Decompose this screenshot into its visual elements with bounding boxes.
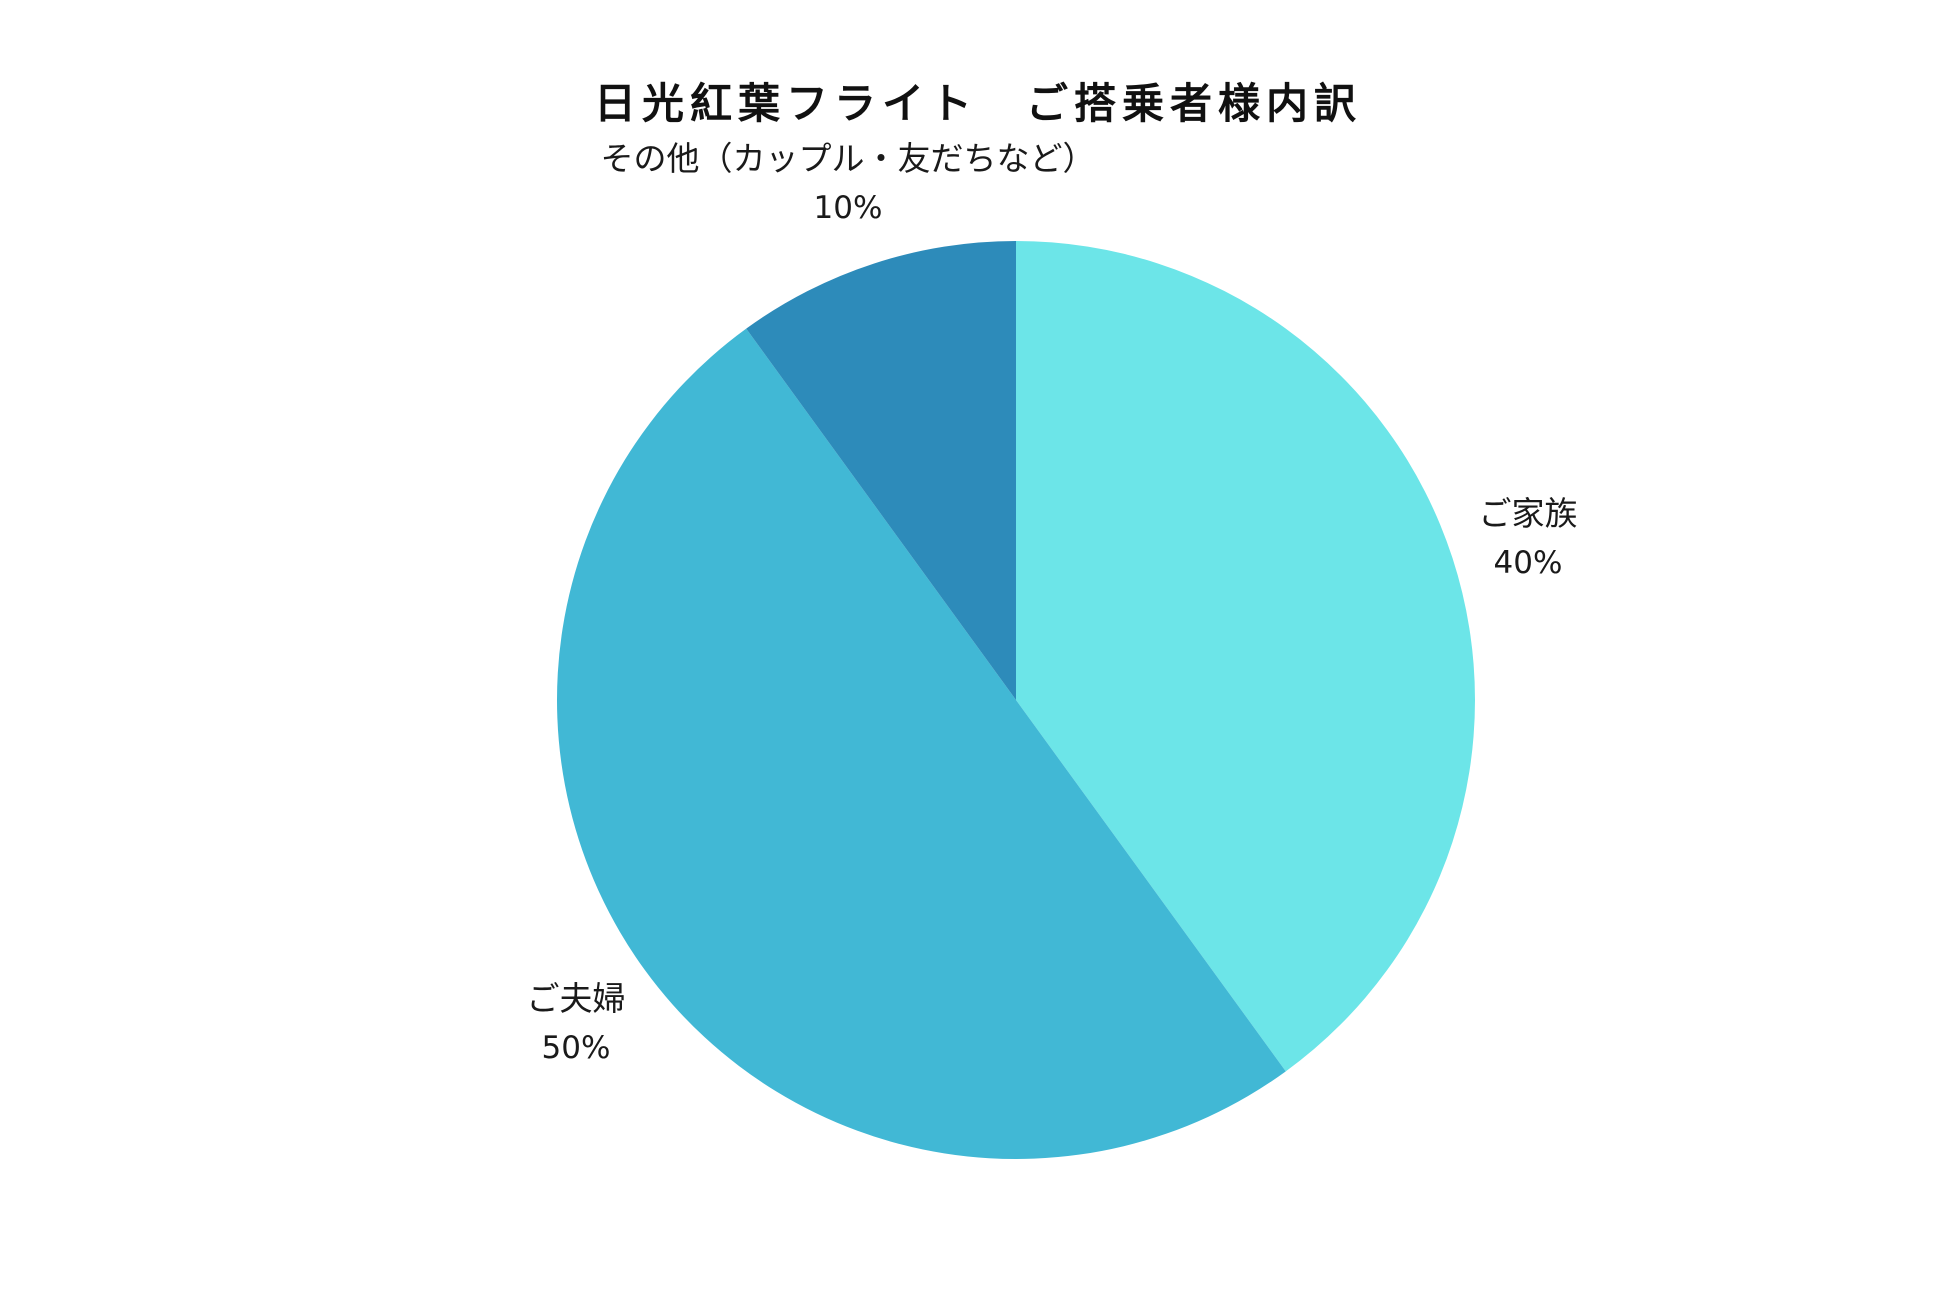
pie-slice-1 <box>1016 241 1475 1072</box>
pie-slice-3 <box>746 241 1016 700</box>
slice-label-3: その他（カップル・友だちなど） <box>601 139 1096 178</box>
pie-slices <box>557 241 1475 1159</box>
pie-slice-2 <box>557 328 1286 1159</box>
slice-value-label-3: 10% <box>814 190 883 226</box>
slice-label-2: ご夫婦 <box>527 979 626 1018</box>
slice-value-label-1: 40% <box>1494 545 1563 581</box>
chart-title: 日光紅葉フライト ご搭乗者様内訳 <box>594 79 1362 128</box>
slice-value-label-2: 50% <box>542 1030 611 1066</box>
slice-label-1: ご家族 <box>1479 494 1578 533</box>
pie-labels: ご家族 40% ご夫婦 50% その他（カップル・友だちなど） 10% <box>527 139 1578 1066</box>
